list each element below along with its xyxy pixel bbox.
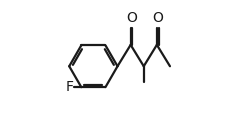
Text: F: F	[65, 80, 73, 94]
Text: O: O	[125, 11, 136, 25]
Text: O: O	[152, 11, 163, 25]
